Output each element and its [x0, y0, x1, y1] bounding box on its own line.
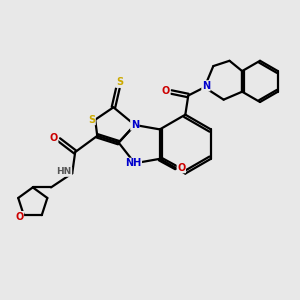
Text: S: S — [116, 77, 123, 87]
Text: O: O — [15, 212, 23, 222]
Text: N: N — [131, 120, 139, 130]
Text: O: O — [177, 163, 185, 173]
Text: O: O — [50, 133, 58, 143]
Text: S: S — [88, 115, 95, 125]
Text: HN: HN — [56, 167, 72, 176]
Text: O: O — [162, 85, 170, 95]
Text: N: N — [202, 81, 210, 91]
Text: NH: NH — [125, 158, 142, 168]
